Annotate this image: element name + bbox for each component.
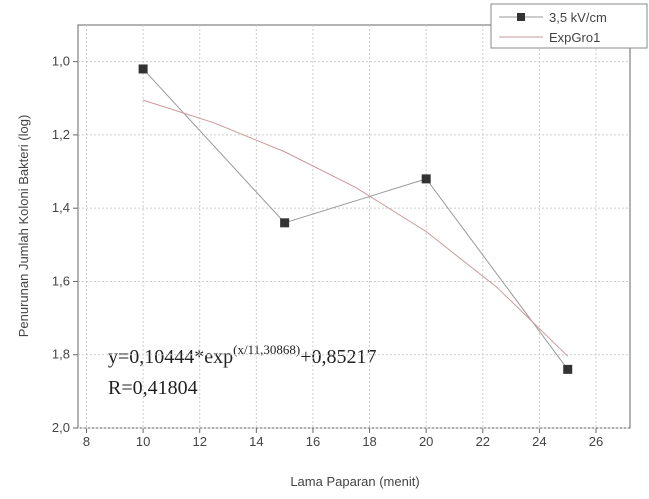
data-point (138, 64, 148, 74)
data-point (280, 218, 290, 228)
y-tick-label: 1,6 (52, 273, 70, 288)
legend-box (490, 3, 648, 49)
equation-exponent: (x/11,30868) (233, 342, 300, 357)
x-tick-label: 26 (589, 434, 603, 449)
x-tick-label: 12 (192, 434, 206, 449)
equation: y=0,10444*exp(x/11,30868)+0,85217 (108, 342, 376, 368)
legend-marker (517, 13, 525, 21)
x-axis-label: Lama Paparan (menit) (290, 474, 419, 489)
x-tick-label: 18 (362, 434, 376, 449)
x-tick-label: 16 (306, 434, 320, 449)
x-tick-label: 24 (532, 434, 546, 449)
r-value: R=0,41804 (108, 377, 198, 399)
y-tick-label: 1,8 (52, 347, 70, 362)
data-point (563, 364, 573, 374)
x-tick-label: 10 (136, 434, 150, 449)
equation-tail: +0,85217 (300, 346, 376, 368)
legend-label: ExpGro1 (549, 30, 600, 45)
x-tick-label: 14 (249, 434, 263, 449)
x-tick-label: 8 (83, 434, 90, 449)
series-line (142, 99, 569, 357)
y-tick-label: 2,0 (52, 420, 70, 435)
series-line (142, 68, 569, 370)
x-tick-label: 22 (476, 434, 490, 449)
y-tick-label: 1,4 (52, 200, 70, 215)
y-axis-label: Penurunan Jumlah Koloni Bakteri (log) (16, 115, 31, 338)
y-tick-label: 1,0 (52, 54, 70, 69)
y-tick-label: 1,2 (52, 127, 70, 142)
x-tick-label: 20 (419, 434, 433, 449)
legend-label: 3,5 kV/cm (549, 10, 607, 25)
equation-main: y=0,10444*exp (108, 346, 233, 368)
data-point (421, 174, 431, 184)
